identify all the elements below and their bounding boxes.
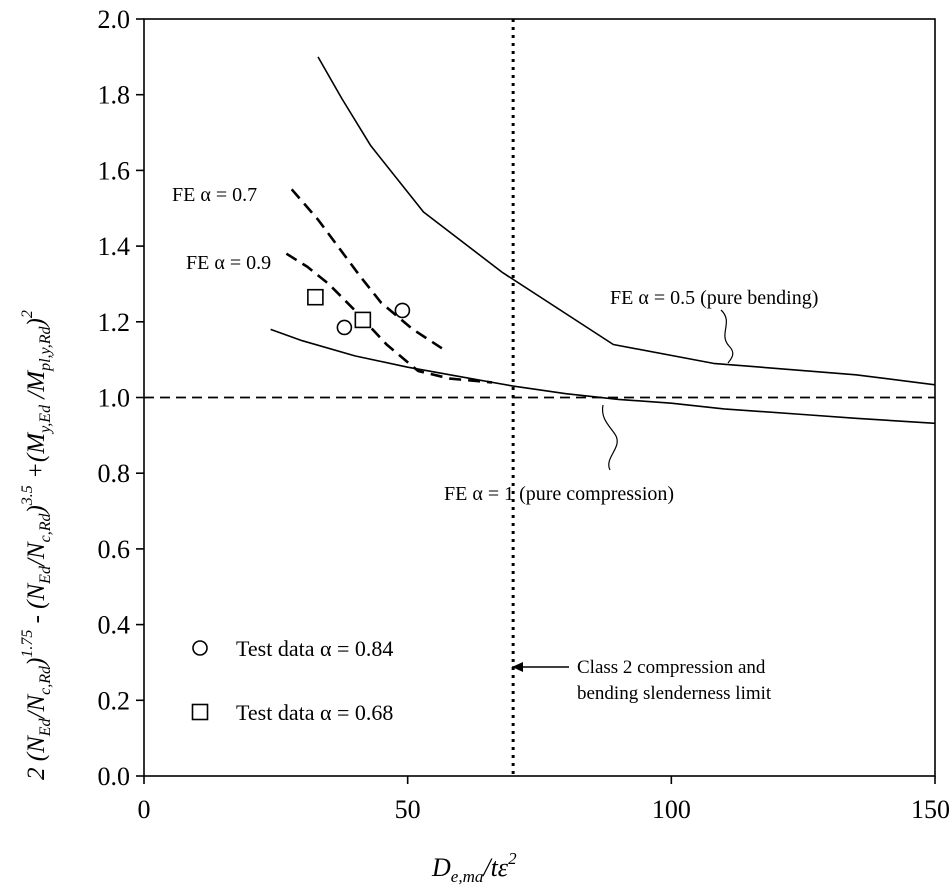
axes: 0 50 100 150 0.0 0.2 0.4 0.6 0.8 1.0 1.2 1.4 1.6 1.8 2… (98, 5, 951, 824)
scatter-point-square (354, 311, 372, 329)
annotation-class2-line1: Class 2 compression and (577, 657, 766, 678)
y-title-mid6: +(M (23, 432, 50, 485)
y-title-mid4: /N (23, 541, 50, 568)
annotation-fe-alpha-09: FE α = 0.9 (186, 252, 271, 274)
y-tick-label: 1.0 (98, 384, 131, 413)
y-tick-label: 1.2 (98, 308, 131, 337)
scatter-point-circle (336, 319, 353, 336)
y-title-sub5: y,Ed (37, 404, 54, 435)
legend-label-084: Test data α = 0.84 (236, 636, 393, 661)
y-title-sub4: c,Rd (37, 513, 54, 543)
y-tick-label: 1.4 (98, 232, 131, 261)
scatter-point-circle (394, 302, 411, 319)
x-axis-title-base: D (431, 853, 451, 882)
y-title-mid7: /M (23, 370, 50, 405)
legend-square-marker (191, 703, 209, 721)
series-line-3 (285, 252, 493, 384)
y-title-sub1: Ed (37, 717, 54, 737)
y-title-sub3: Ed (37, 565, 54, 585)
leader-arrowhead-class2 (512, 662, 523, 672)
annotation-class2-line2: bending slenderness limit (577, 683, 772, 704)
y-title-mid5: ) (23, 505, 50, 515)
x-tick-label: 50 (395, 795, 421, 824)
y-title-sup2: 3.5 (19, 485, 36, 506)
plot-marks (307, 288, 411, 336)
y-title-mid8: ) (23, 318, 50, 328)
series-line-1 (270, 328, 935, 425)
y-tick-label: 1.8 (98, 81, 131, 110)
x-tick-label: 100 (652, 795, 691, 824)
x-axis-title: De,ma/tε2 (431, 849, 517, 886)
x-axis-title-sub: e,ma (451, 867, 484, 886)
annotation-fe-alpha-1: FE α = 1 (pure compression) (444, 483, 674, 505)
scatter-point-square (307, 288, 324, 306)
y-title-sub6: pl,y,Rd (37, 325, 54, 371)
y-tick-label: 0.2 (98, 686, 131, 715)
y-title-mid3: - (N (23, 582, 50, 629)
y-title-pre: 2 (N (23, 735, 50, 780)
x-axis-title-sup: 2 (508, 849, 517, 868)
legend-circle-marker (192, 640, 208, 656)
plot-lines (144, 19, 935, 776)
leader-squiggle-bending (720, 309, 734, 364)
y-title-mid2: ) (23, 658, 50, 668)
y-title-sup1: 1.75 (19, 630, 36, 658)
y-tick-label: 0.4 (98, 611, 131, 640)
y-axis-title: 2 (NEd/Nc,Rd)1.75 - (NEd/Nc,Rd)3.5 +(My,… (19, 310, 54, 780)
series-group (270, 56, 935, 425)
series-line-0 (317, 56, 935, 386)
y-tick-label: 2.0 (98, 5, 131, 34)
x-tick-label: 150 (911, 795, 950, 824)
legend-label-068: Test data α = 0.68 (236, 700, 393, 725)
leader-squiggle-compression (601, 404, 618, 471)
y-tick-label: 0.6 (98, 535, 131, 564)
y-tick-label: 0.0 (98, 762, 131, 791)
y-tick-label: 1.6 (98, 156, 131, 185)
series-line-2 (290, 188, 443, 350)
y-title-mid1: /N (23, 694, 50, 721)
y-title-sub2: c,Rd (37, 665, 54, 695)
y-tick-label: 0.8 (98, 459, 131, 488)
y-title-sup3: 2 (19, 310, 36, 318)
x-axis-title-mid: /tε (481, 853, 508, 882)
x-tick-label: 0 (138, 795, 151, 824)
annotation-fe-alpha-05: FE α = 0.5 (pure bending) (610, 287, 818, 309)
annotation-fe-alpha-07: FE α = 0.7 (172, 184, 257, 206)
